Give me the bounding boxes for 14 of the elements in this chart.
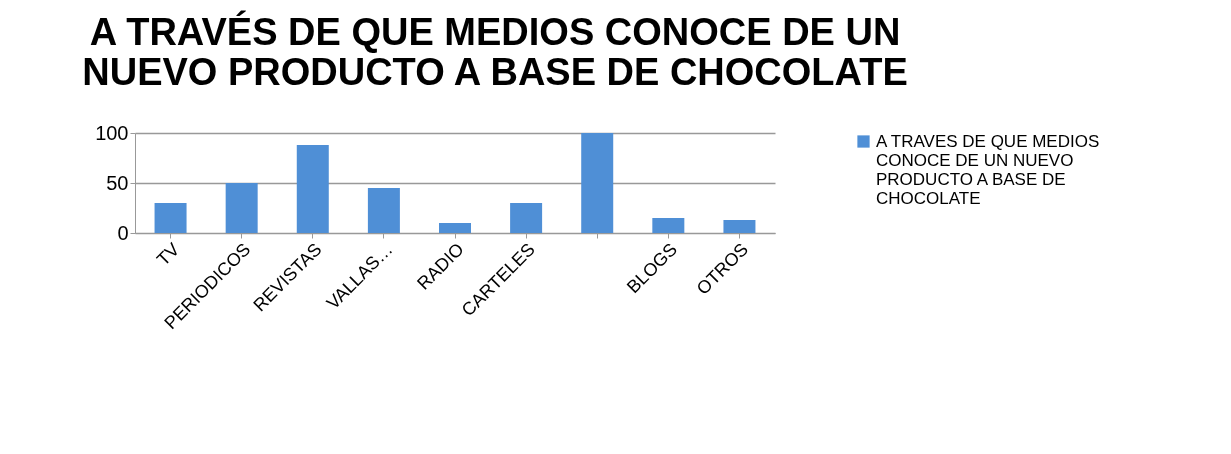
y-tick-label: 50 [106,171,129,194]
bar [510,203,543,233]
y-tick-label: 0 [117,221,129,244]
bar [296,145,329,233]
bar [581,133,614,233]
bar [225,183,258,233]
chart-title: A TRAVÉS DE QUE MEDIOS CONOCE DE UN NUEVO PRODUCTO A BASE DE CHOCOLATE [82,10,908,93]
bar [439,223,471,233]
y-tick-label: 100 [95,121,129,144]
legend-label: A TRAVES DE QUE MEDIOS CONOCE DE UN NUEVO PRODUCTO A BASE DE CHOCOLATE [876,131,1100,208]
bar [652,218,685,233]
bar [367,188,400,233]
bar [154,203,187,233]
bar [723,220,756,233]
